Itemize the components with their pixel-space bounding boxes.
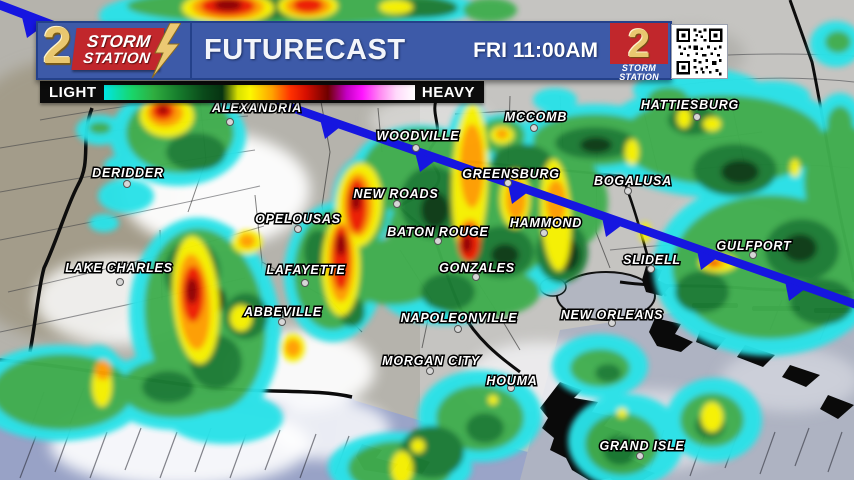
city-label: MCCOMB bbox=[505, 110, 567, 124]
lightning-bolt-icon bbox=[151, 23, 181, 79]
header-banner: 2 STORM STATION FUTURECAST FRI 11:00AM bbox=[36, 17, 672, 80]
legend-color-scale bbox=[103, 84, 415, 100]
corner-channel-2-numeral: 2 bbox=[627, 21, 651, 66]
city-label: NEW ROADS bbox=[354, 187, 439, 201]
corner-storm-word: STORM bbox=[621, 63, 657, 73]
city-label: HATTIESBURG bbox=[641, 98, 739, 112]
city-markers bbox=[116, 113, 757, 460]
page-title: FUTURECAST bbox=[190, 23, 670, 78]
city-label: GULFPORT bbox=[717, 239, 792, 253]
station-word: STATION bbox=[82, 49, 152, 67]
city-label: MORGAN CITY bbox=[382, 354, 481, 368]
city-label: HAMMOND bbox=[510, 216, 582, 230]
precip-intensity-legend: LIGHT HEAVY bbox=[40, 81, 484, 103]
legend-light-label: LIGHT bbox=[49, 83, 97, 101]
city-label: LAKE CHARLES bbox=[65, 261, 173, 275]
city-label: BATON ROUGE bbox=[387, 225, 488, 239]
corner-station-logo: 2 STORM STATION bbox=[610, 23, 668, 82]
city-label: HOUMA bbox=[486, 374, 537, 388]
station-logo: 2 STORM STATION bbox=[38, 17, 190, 79]
forecast-timestamp: FRI 11:00AM bbox=[473, 38, 598, 62]
channel-2-numeral: 2 bbox=[43, 17, 72, 75]
city-label: OPELOUSAS bbox=[255, 212, 341, 226]
city-label: LAFAYETTE bbox=[266, 263, 345, 277]
city-labels: ALEXANDRIA WOODVILLE MCCOMB HATTIESBURG … bbox=[64, 97, 793, 455]
city-label: ALEXANDRIA bbox=[211, 101, 302, 115]
city-label: NAPOLEONVILLE bbox=[401, 311, 518, 325]
city-label: GRAND ISLE bbox=[599, 439, 684, 453]
qr-code-pattern bbox=[675, 27, 724, 76]
city-label: GREENSBURG bbox=[462, 167, 560, 181]
corner-logo-red-box: 2 bbox=[610, 23, 668, 64]
corner-station-word: STATION bbox=[619, 72, 659, 82]
city-label: GONZALES bbox=[439, 261, 515, 275]
legend-heavy-label: HEAVY bbox=[421, 83, 475, 101]
storm-word: STORM bbox=[86, 31, 152, 51]
city-label: BOGALUSA bbox=[594, 174, 672, 188]
city-label: SLIDELL bbox=[623, 253, 681, 267]
qr-code bbox=[671, 24, 728, 79]
city-label: WOODVILLE bbox=[377, 129, 460, 143]
city-label: ABBEVILLE bbox=[243, 305, 322, 319]
city-label: NEW ORLEANS bbox=[561, 308, 664, 322]
city-label: DERIDDER bbox=[92, 166, 164, 180]
